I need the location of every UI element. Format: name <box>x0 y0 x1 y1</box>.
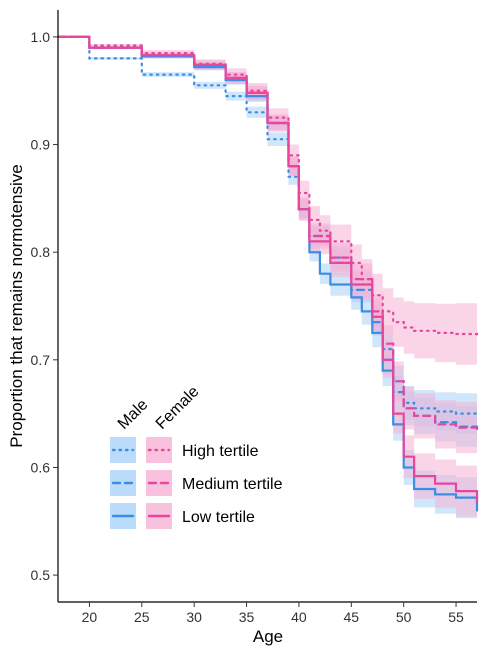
x-axis-title: Age <box>253 627 283 646</box>
y-tick-label: 0.8 <box>31 244 51 260</box>
y-tick-label: 0.6 <box>31 459 51 475</box>
legend-label-low-tertile: Low tertile <box>182 509 255 526</box>
x-tick-label: 35 <box>239 609 255 625</box>
x-tick-label: 20 <box>82 609 98 625</box>
legend-header-female: Female <box>153 383 203 433</box>
x-tick-label: 40 <box>291 609 307 625</box>
line-female-high <box>56 35 479 338</box>
legend-label-high-tertile: High tertile <box>182 443 259 460</box>
x-tick-label: 45 <box>344 609 360 625</box>
legend: Male Female High tertile Medium tertile … <box>110 383 283 529</box>
series-lines <box>56 35 479 512</box>
legend-label-medium-tertile: Medium tertile <box>182 476 283 493</box>
x-axis-ticks: 20 25 30 35 40 45 50 55 <box>82 602 464 625</box>
line-female-low <box>56 35 479 503</box>
x-tick-label: 25 <box>134 609 150 625</box>
x-tick-label: 50 <box>396 609 412 625</box>
line-male-high <box>56 35 479 417</box>
y-axis-ticks: 0.5 0.6 0.7 0.8 0.9 1.0 <box>31 29 58 583</box>
legend-header-male: Male <box>115 396 152 433</box>
legend-keys <box>110 437 172 529</box>
y-tick-label: 0.9 <box>31 137 51 153</box>
y-axis-title: Proportion that remains normotensive <box>7 164 26 447</box>
y-tick-label: 0.5 <box>31 567 51 583</box>
y-tick-label: 0.7 <box>31 352 51 368</box>
y-tick-label: 1.0 <box>31 29 51 45</box>
axes <box>57 10 477 603</box>
x-tick-label: 30 <box>186 609 202 625</box>
x-tick-label: 55 <box>448 609 464 625</box>
